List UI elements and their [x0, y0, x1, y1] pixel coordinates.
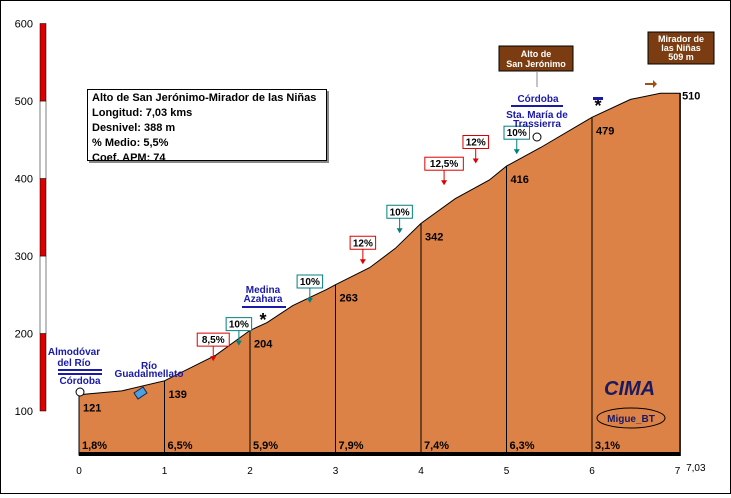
baseline-band [79, 452, 681, 456]
info-desnivel: Desnivel: 388 m [92, 122, 176, 134]
x-tick-label: 6 [589, 466, 595, 477]
author-ellipse [596, 407, 666, 429]
cima-logo: CIMA [604, 378, 655, 400]
segment-grade-label: 6,3% [510, 440, 535, 452]
place-trassierra-2: Trassierra [513, 119, 561, 130]
end-elevation-label: 510 [682, 90, 700, 102]
y-axis-bar-segment [39, 178, 47, 257]
info-medio: % Medio: 5,5% [92, 137, 169, 149]
dir-arrow-left [58, 369, 102, 371]
roundabout-icon-5 [532, 132, 542, 142]
y-tick-label: 600 [15, 19, 33, 31]
monument-icon-6: * [594, 96, 601, 116]
ramp-arrow-head [441, 180, 448, 186]
y-axis-bar-segment [39, 23, 47, 102]
place-almodovar: Almodóvar [48, 347, 100, 358]
km-elevation-label: 121 [83, 403, 101, 415]
place-rio: Río [141, 361, 157, 372]
sign-mirador [647, 31, 715, 65]
ramp-arrow-head [513, 149, 520, 155]
km-elevation-label: 204 [254, 338, 273, 350]
ramp-label: 10% [229, 320, 249, 331]
dir-arrow-right [58, 373, 102, 375]
y-axis-bar-segment [39, 100, 47, 179]
segment-grade-label: 3,1% [595, 440, 620, 452]
place-rio-2: Guadalmellato [115, 369, 184, 380]
place-cordoba-5: Córdoba [517, 94, 559, 105]
x-tick-label: 7 [675, 466, 681, 477]
sign-alto-text-2: San Jerónimo [506, 59, 566, 69]
segment-grade-label: 1,8% [82, 440, 107, 452]
km-elevation-label: 139 [169, 389, 187, 401]
ramp-label: 12,5% [430, 159, 458, 170]
segment-grade-label: 6,5% [168, 440, 193, 452]
sign-mirador-text-2: las Niñas [661, 43, 701, 53]
segment-grade-label: 7,4% [424, 440, 449, 452]
sign-alto [498, 45, 574, 72]
km-elevation-label: 263 [340, 293, 358, 305]
ramp-label: 8,5% [202, 335, 225, 346]
info-title: Alto de San Jerónimo-Mirador de las Niña… [92, 92, 317, 104]
ramp-arrow-head [359, 259, 366, 265]
ramp-label: 12% [353, 238, 373, 249]
place-trassierra: Sta. María de [506, 110, 568, 121]
author-label: Migue_BT [607, 414, 655, 425]
river-icon [133, 386, 148, 400]
x-tick-label: 0 [76, 466, 82, 477]
x-tick-label: 2 [247, 466, 253, 477]
ramp-arrow-head [472, 158, 479, 164]
ramp-label: 12% [466, 138, 486, 149]
roundabout-icon [75, 387, 85, 397]
y-tick-label: 200 [15, 329, 33, 341]
info-coef: Coef. APM: 74 [92, 152, 166, 164]
info-box: Alto de San Jerónimo-Mirador de las Niña… [87, 89, 327, 164]
place-cordoba-start: Córdoba [59, 376, 101, 387]
y-axis-bar-segment [39, 255, 47, 334]
sign-mirador-text-3: 509 m [668, 52, 694, 62]
x-tick-label: 1 [162, 466, 168, 477]
info-longitud: Longitud: 7,03 kms [92, 107, 193, 119]
x-tick-label: 3 [333, 466, 339, 477]
mirador-arrow-icon [645, 80, 657, 88]
ramp-label: 10% [507, 128, 527, 139]
x-tick-label: 5 [504, 466, 510, 477]
ramp-label: 10% [300, 277, 320, 288]
km-elevation-label: 416 [511, 174, 529, 186]
sign-alto-text: Alto de [521, 49, 552, 59]
y-tick-label: 100 [15, 406, 33, 418]
segment-grade-label: 7,9% [339, 440, 364, 452]
sign-mirador-text: Mirador de [658, 34, 704, 44]
km-elevation-label: 342 [425, 231, 443, 243]
monument-icon: * [259, 310, 266, 330]
ramp-arrow-head [306, 298, 313, 303]
ramp-arrow-head [210, 356, 217, 362]
y-tick-label: 400 [15, 174, 33, 186]
ramp-arrow-head [235, 340, 242, 346]
place-medina: Medina [246, 285, 281, 296]
y-tick-label: 500 [15, 96, 33, 108]
ramp-label: 10% [390, 207, 410, 218]
y-tick-label: 300 [15, 251, 33, 263]
place-medina-2: Azahara [244, 294, 283, 305]
km-elevation-label: 479 [596, 125, 614, 137]
x-tick-label: 4 [418, 466, 424, 477]
dir-arrow-medina [242, 306, 286, 308]
x-end-label: 7,03 [686, 463, 706, 474]
ramp-arrow-head [396, 228, 403, 234]
dir-arrow-6 [593, 97, 603, 100]
place-almodovar-2: del Río [57, 358, 90, 369]
dir-arrow-cordoba-5 [511, 105, 563, 107]
y-axis-bar-segment [39, 333, 47, 412]
segment-grade-label: 5,9% [253, 440, 278, 452]
profile-area [78, 92, 681, 456]
